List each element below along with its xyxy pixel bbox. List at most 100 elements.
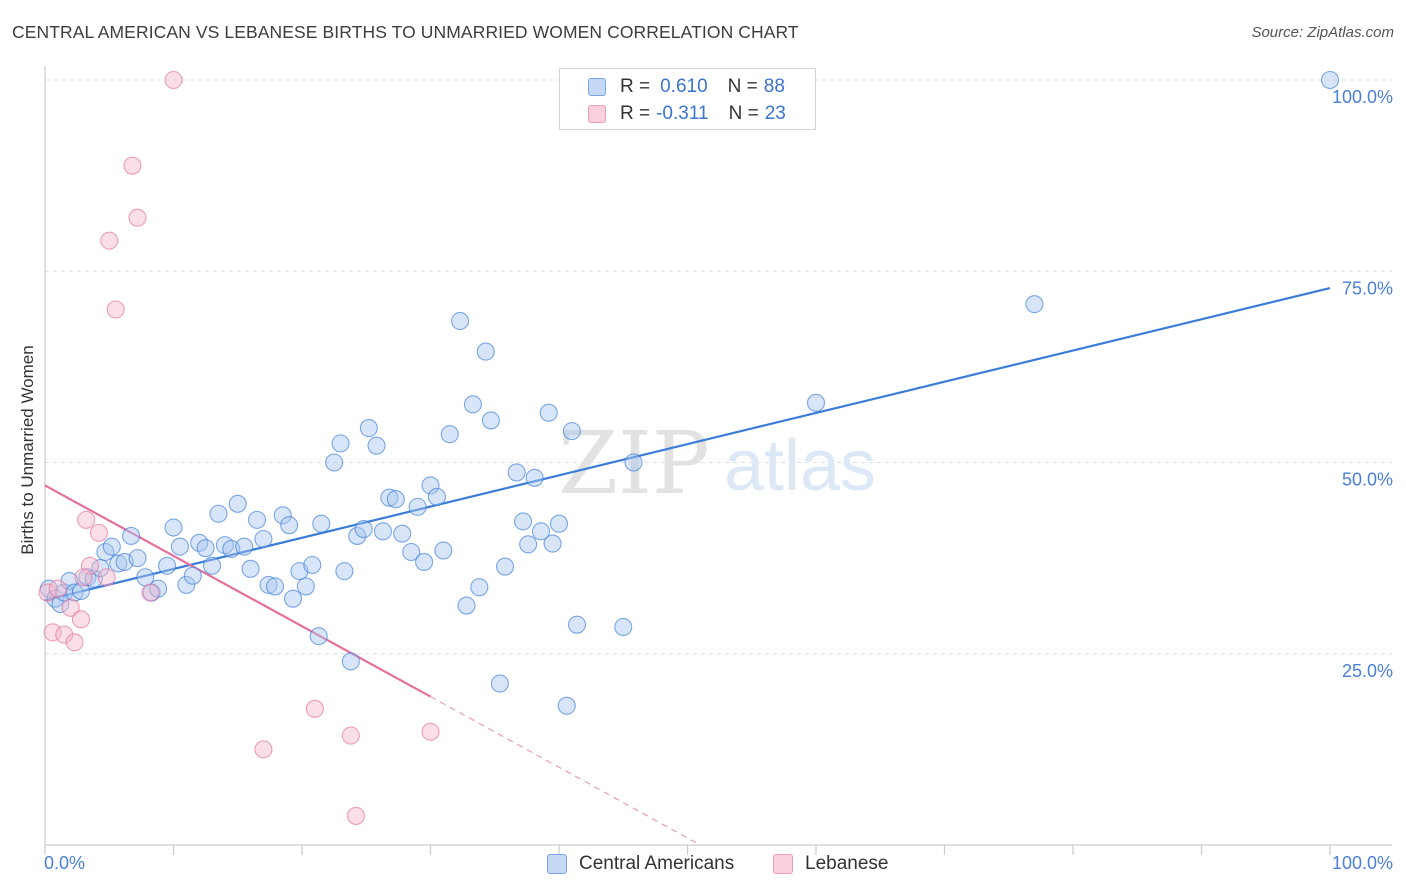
data-point bbox=[228, 494, 247, 513]
data-point bbox=[341, 726, 360, 745]
chart-source: Source: ZipAtlas.com bbox=[1251, 24, 1394, 41]
data-point bbox=[170, 537, 189, 556]
trend-lines bbox=[44, 287, 1331, 846]
data-point bbox=[80, 556, 100, 575]
data-point bbox=[102, 537, 121, 556]
data-point bbox=[341, 652, 360, 671]
data-point bbox=[164, 518, 183, 537]
bottom-legend-swatch-blue bbox=[547, 854, 567, 874]
data-point bbox=[51, 594, 70, 614]
data-point bbox=[331, 434, 350, 453]
data-point bbox=[235, 537, 254, 556]
data-point bbox=[100, 231, 119, 250]
data-point bbox=[259, 575, 278, 594]
data-point bbox=[543, 534, 562, 553]
data-point bbox=[427, 487, 446, 506]
x-tick-label: 100.0% bbox=[1332, 853, 1393, 873]
data-point bbox=[265, 577, 285, 596]
data-point bbox=[531, 522, 551, 541]
data-point bbox=[562, 422, 581, 441]
y-tick-label: 50.0% bbox=[1342, 470, 1393, 490]
grid bbox=[45, 79, 1392, 655]
data-point bbox=[106, 300, 125, 319]
data-point bbox=[177, 575, 196, 594]
data-point bbox=[470, 578, 489, 597]
legend-r-value: 0.610 bbox=[660, 76, 708, 97]
data-point bbox=[203, 556, 222, 575]
data-point bbox=[507, 463, 526, 482]
watermark-zip: ZIP bbox=[558, 414, 710, 514]
data-point bbox=[78, 568, 97, 587]
data-point bbox=[109, 554, 128, 573]
data-point bbox=[164, 70, 183, 90]
data-point bbox=[415, 552, 434, 572]
data-point bbox=[549, 514, 569, 533]
data-point bbox=[380, 488, 399, 507]
data-points bbox=[38, 70, 1340, 825]
legend-row-central-americans: R = 0.610 N = 88 bbox=[588, 75, 785, 99]
data-point bbox=[61, 598, 80, 617]
data-point bbox=[806, 393, 826, 412]
data-point bbox=[408, 497, 427, 516]
data-point bbox=[348, 526, 367, 545]
data-point bbox=[373, 522, 393, 541]
data-point bbox=[74, 568, 93, 587]
data-point bbox=[567, 615, 587, 634]
data-point bbox=[525, 468, 544, 487]
data-point bbox=[305, 699, 324, 718]
bottom-legend-label: Central Americans bbox=[579, 853, 735, 874]
bottom-legend-central-americans: Central Americans bbox=[547, 852, 734, 876]
data-point bbox=[65, 583, 84, 602]
watermark: ZIP atlas bbox=[558, 414, 876, 514]
bottom-legend-swatch-pink bbox=[773, 854, 793, 874]
data-point bbox=[476, 342, 495, 361]
trend-line bbox=[44, 287, 1331, 602]
legend-r-label: R = bbox=[620, 76, 651, 97]
data-point bbox=[247, 510, 267, 529]
data-point bbox=[209, 504, 228, 523]
x-tick-label: 0.0% bbox=[44, 853, 85, 873]
data-point bbox=[481, 411, 500, 430]
tick-labels: 25.0% 50.0% 75.0% 100.0% 0.0% 100.0% bbox=[44, 87, 1393, 873]
data-point bbox=[158, 556, 177, 575]
data-point bbox=[71, 610, 91, 629]
data-point bbox=[254, 740, 273, 759]
data-point bbox=[283, 589, 303, 608]
trend-line bbox=[44, 484, 432, 698]
data-point bbox=[141, 583, 160, 602]
data-point bbox=[123, 156, 142, 175]
data-point bbox=[312, 514, 331, 533]
legend-swatch-blue bbox=[588, 78, 606, 96]
data-point bbox=[434, 541, 453, 560]
data-point bbox=[539, 403, 558, 422]
data-point bbox=[335, 562, 354, 581]
data-point bbox=[359, 419, 378, 438]
data-point bbox=[1025, 295, 1044, 314]
data-point bbox=[402, 542, 421, 562]
y-tick-label: 75.0% bbox=[1342, 278, 1393, 298]
data-point bbox=[495, 557, 515, 576]
data-point bbox=[183, 566, 202, 585]
correlation-legend: R = 0.610 N = 88 R = -0.311 N = 23 bbox=[559, 68, 816, 130]
trend-line-extension bbox=[430, 696, 701, 846]
data-point bbox=[77, 510, 96, 529]
legend-n-label: N = bbox=[728, 103, 759, 124]
data-point bbox=[38, 583, 57, 602]
data-point bbox=[557, 696, 576, 715]
data-point bbox=[296, 577, 315, 596]
data-point bbox=[490, 674, 509, 693]
data-point bbox=[354, 520, 373, 539]
data-point bbox=[457, 596, 476, 615]
data-point bbox=[254, 529, 273, 549]
data-point bbox=[128, 549, 147, 568]
data-point bbox=[43, 623, 62, 642]
legend-swatch-pink bbox=[588, 105, 606, 123]
data-point bbox=[89, 523, 109, 542]
data-point bbox=[48, 579, 67, 598]
data-point bbox=[128, 208, 147, 227]
data-point bbox=[325, 453, 344, 472]
data-point bbox=[196, 539, 215, 558]
data-point bbox=[1320, 70, 1340, 90]
data-point bbox=[451, 311, 470, 331]
